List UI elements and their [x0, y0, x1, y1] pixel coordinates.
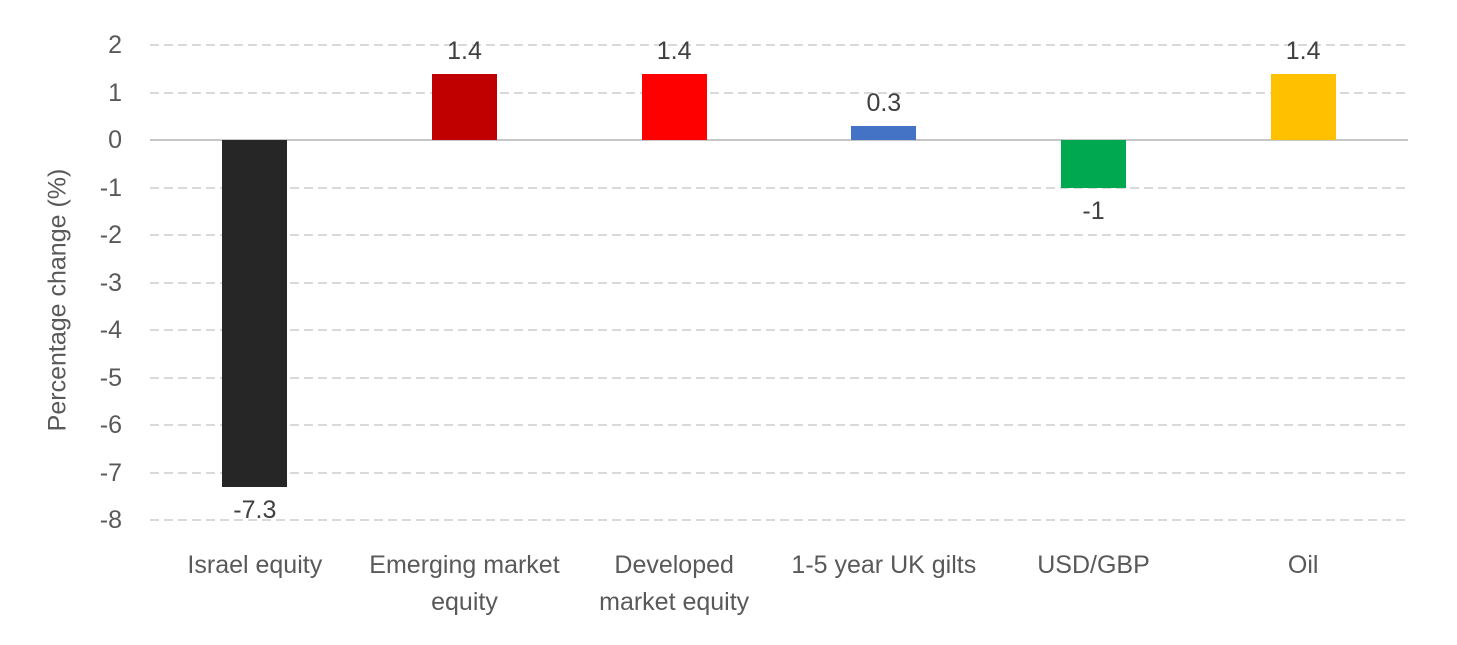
category-label: Oil: [1287, 551, 1319, 579]
category-label: USD/GBP: [1037, 551, 1150, 579]
y-gridline: [150, 186, 1408, 189]
category-label: 1-5 year UK gilts: [791, 551, 977, 579]
value-label: -7.3: [233, 495, 277, 524]
y-tick-label: -4: [99, 316, 122, 344]
bar: [851, 125, 917, 140]
y-gridline: [150, 519, 1408, 521]
y-tick-label: 1: [108, 78, 122, 107]
value-label: 1.4: [447, 36, 482, 65]
y-gridline: [150, 471, 1408, 474]
y-tick-label: 2: [108, 31, 122, 59]
value-label: 1.4: [656, 36, 692, 65]
y-tick-label: -3: [99, 268, 122, 297]
y-tick-label: -7: [99, 458, 122, 487]
y-tick-label: -1: [99, 173, 122, 202]
y-tick-label: -2: [99, 221, 122, 249]
bar: [432, 73, 497, 140]
bar: [641, 73, 707, 140]
y-tick-label: -5: [99, 363, 122, 392]
category-label: Developed market equity: [599, 551, 750, 616]
value-label: 0.3: [866, 88, 902, 117]
y-gridline: [150, 376, 1408, 379]
value-label: -1: [1082, 196, 1105, 225]
y-gridline: [150, 329, 1408, 331]
zero-axis-line: [150, 139, 1408, 141]
y-gridline: [150, 281, 1408, 284]
bar: [1061, 140, 1126, 188]
value-label: 1.4: [1285, 36, 1321, 65]
y-tick-label: -8: [99, 506, 122, 534]
y-gridline: [150, 234, 1408, 236]
y-gridline: [150, 91, 1408, 94]
bar: [1270, 73, 1336, 140]
category-label: Emerging market equity: [369, 551, 560, 616]
bar: [222, 140, 288, 487]
y-gridline: [150, 44, 1408, 46]
y-tick-label: 0: [108, 126, 122, 154]
y-tick-label: -6: [99, 411, 122, 439]
y-gridline: [150, 424, 1408, 426]
category-label: Israel equity: [187, 551, 323, 579]
